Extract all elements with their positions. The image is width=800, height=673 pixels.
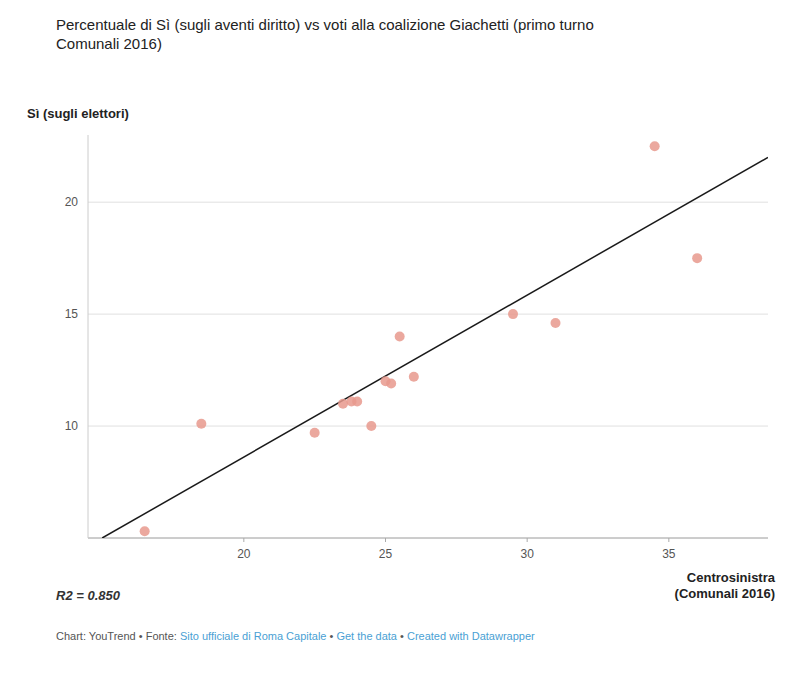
tick-mark	[385, 538, 386, 542]
scatter-point	[395, 332, 405, 342]
scatter-point	[140, 526, 150, 536]
y-axis-label: Sì (sugli elettori)	[27, 106, 129, 121]
scatter-point	[310, 428, 320, 438]
scatter-point	[650, 141, 660, 151]
text-line: Percentuale di Sì (sugli aventi diritto)…	[56, 16, 594, 33]
chart: Percentuale di Sì (sugli aventi diritto)…	[0, 0, 800, 673]
y-grid: 10 15 20	[65, 195, 768, 538]
x-tick-label: 35	[662, 547, 676, 561]
scatter-point	[386, 379, 396, 389]
scatter-point	[508, 309, 518, 319]
footnote-part: Get the data	[336, 630, 397, 642]
x-axis-line	[88, 538, 768, 539]
trend-line	[102, 157, 768, 538]
tick-mark	[243, 538, 244, 542]
grid-line	[88, 538, 768, 539]
grid-line	[88, 202, 768, 203]
footnote: Chart: YouTrend • Fonte: Sito ufficiale …	[56, 630, 535, 642]
footnote-part: •	[397, 630, 407, 642]
annotation: R2 = 0.850	[56, 588, 121, 603]
footnote-part: •	[326, 630, 336, 642]
footnote-part: Sito ufficiale di Roma Capitale	[180, 630, 327, 642]
scatter-point	[692, 253, 702, 263]
x-tick-label: 25	[379, 547, 393, 561]
grid-line	[88, 426, 768, 427]
text-line: Centrosinistra	[687, 570, 776, 585]
y-tick-label: 15	[65, 307, 79, 321]
x-axis: 20 25 30 35	[88, 538, 768, 561]
y-axis-line	[88, 135, 89, 538]
x-axis-label: Centrosinistra(Comunali 2016)	[675, 570, 776, 601]
y-tick-label: 20	[65, 195, 79, 209]
x-tick-label: 30	[520, 547, 534, 561]
scatter-point	[409, 372, 419, 382]
title: Percentuale di Sì (sugli aventi diritto)…	[56, 16, 594, 52]
scatter-point	[551, 318, 561, 328]
footnote-part: Chart: YouTrend • Fonte:	[56, 630, 180, 642]
text-line: (Comunali 2016)	[675, 586, 775, 601]
plot-area	[102, 141, 768, 538]
text-line: Sì (sugli elettori)	[27, 106, 129, 121]
text-line: Comunali 2016)	[56, 35, 162, 52]
scatter-point	[366, 421, 376, 431]
tick-mark	[668, 538, 669, 542]
scatter-point	[352, 396, 362, 406]
footnote-part: Created with Datawrapper	[407, 630, 535, 642]
y-tick-label: 10	[65, 419, 79, 433]
scatter-point	[338, 399, 348, 409]
grid-line	[88, 314, 768, 315]
tick-mark	[527, 538, 528, 542]
x-tick-label: 20	[237, 547, 251, 561]
scatter-point	[196, 419, 206, 429]
